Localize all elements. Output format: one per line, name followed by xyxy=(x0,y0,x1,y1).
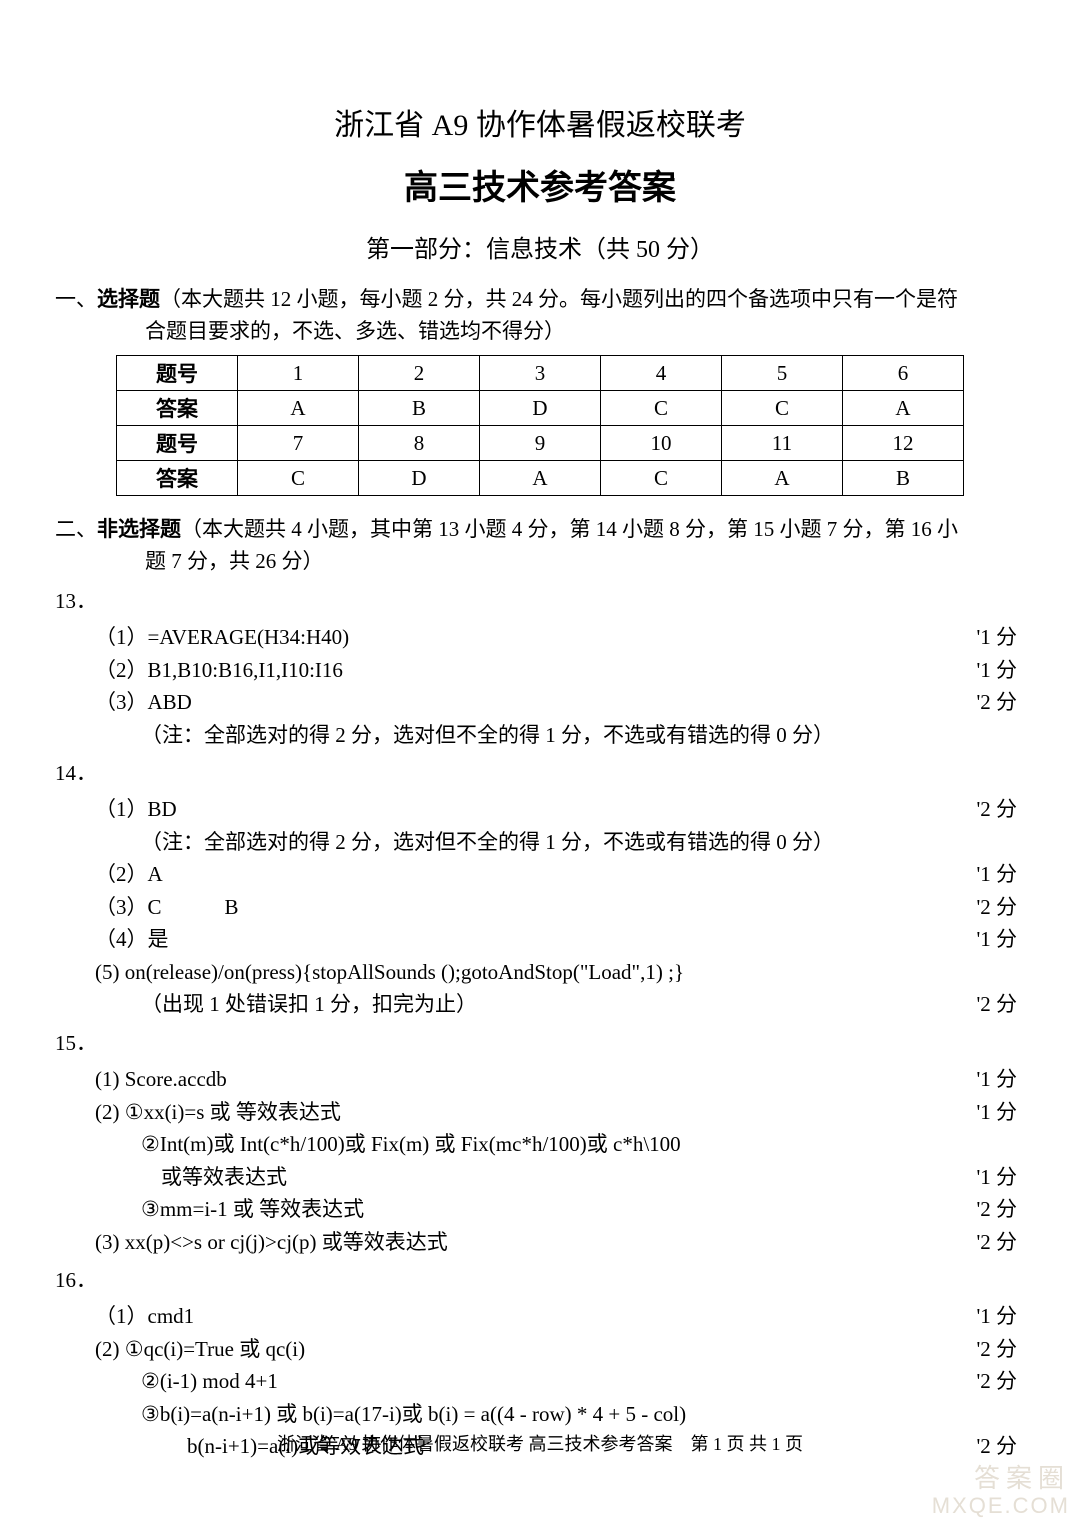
table-row: 答案 A B D C C A xyxy=(117,391,964,426)
row-label: 答案 xyxy=(117,391,238,426)
row-label: 题号 xyxy=(117,356,238,391)
row-label: 答案 xyxy=(117,461,238,496)
answer-text: （1）cmd1 xyxy=(95,1300,976,1333)
inst-prefix: 二、 xyxy=(55,514,97,546)
answer-note: （出现 1 处错误扣 1 分，扣完为止） xyxy=(141,988,976,1021)
row-label: 题号 xyxy=(117,426,238,461)
answer-text: （1）=AVERAGE(H34:H40) xyxy=(95,621,976,654)
answer-text: （1）BD xyxy=(95,793,976,826)
answer-text: (2) ①xx(i)=s 或 等效表达式 xyxy=(95,1096,976,1129)
answer-score: '2 分 xyxy=(976,793,1025,826)
table-cell: D xyxy=(480,391,601,426)
table-row: 答案 C D A C A B xyxy=(117,461,964,496)
table-cell: 5 xyxy=(722,356,843,391)
table-cell: A xyxy=(480,461,601,496)
answer-text: （4）是 xyxy=(95,923,976,956)
table-cell: A xyxy=(843,391,964,426)
section-header: 第一部分：信息技术（共 50 分） xyxy=(55,229,1025,264)
table-cell: 7 xyxy=(238,426,359,461)
question-number: 15． xyxy=(55,1027,1025,1057)
answer-score: '2 分 xyxy=(976,1333,1025,1366)
answer-note: （注：全部选对的得 2 分，选对但不全的得 1 分，不选或有错选的得 0 分） xyxy=(141,826,1025,859)
answer-text: ②(i-1) mod 4+1 xyxy=(141,1365,976,1398)
inst-cont: 题 7 分，共 26 分） xyxy=(145,546,1025,578)
answer-text: 或等效表达式 xyxy=(161,1161,976,1194)
table-cell: 10 xyxy=(601,426,722,461)
question-number: 14． xyxy=(55,757,1025,787)
table-cell: C xyxy=(722,391,843,426)
instructions-1: 一、 选择题 （本大题共 12 小题，每小题 2 分，共 24 分。每小题列出的… xyxy=(55,284,1025,347)
answer-score: '1 分 xyxy=(976,1161,1025,1194)
watermark-top: 答案圈 xyxy=(932,1465,1070,1494)
inst-text: （本大题共 4 小题，其中第 13 小题 4 分，第 14 小题 8 分，第 1… xyxy=(181,514,1025,546)
inst-text: （本大题共 12 小题，每小题 2 分，共 24 分。每小题列出的四个备选项中只… xyxy=(160,284,1025,316)
answer-score: '2 分 xyxy=(976,1226,1025,1259)
answer-score: '2 分 xyxy=(976,988,1025,1021)
answer-table: 题号 1 2 3 4 5 6 答案 A B D C C A 题号 7 8 9 1… xyxy=(116,355,964,496)
answer-score: '1 分 xyxy=(976,1063,1025,1096)
table-cell: 12 xyxy=(843,426,964,461)
table-cell: B xyxy=(843,461,964,496)
watermark-bottom: MXQE.COM xyxy=(932,1494,1070,1518)
answer-score: '2 分 xyxy=(976,891,1025,924)
answer-text: (1) Score.accdb xyxy=(95,1063,976,1096)
table-cell: 3 xyxy=(480,356,601,391)
exam-title: 浙江省 A9 协作体暑假返校联考 xyxy=(55,100,1025,144)
table-cell: 4 xyxy=(601,356,722,391)
table-cell: D xyxy=(359,461,480,496)
answer-score: '1 分 xyxy=(976,923,1025,956)
answer-text: (5) on(release)/on(press){stopAllSounds … xyxy=(95,956,1025,989)
table-cell: 1 xyxy=(238,356,359,391)
answer-block: (1) Score.accdb '1 分 (2) ①xx(i)=s 或 等效表达… xyxy=(95,1063,1025,1258)
answer-score: '1 分 xyxy=(976,1300,1025,1333)
answer-block: （1）BD '2 分 （注：全部选对的得 2 分，选对但不全的得 1 分，不选或… xyxy=(95,793,1025,1021)
answer-score: '1 分 xyxy=(976,621,1025,654)
page-footer: 浙江省 A9 协作体暑假返校联考 高三技术参考答案 第 1 页 共 1 页 xyxy=(0,1430,1080,1456)
answer-text: (2) ①qc(i)=True 或 qc(i) xyxy=(95,1333,976,1366)
table-cell: A xyxy=(238,391,359,426)
table-cell: B xyxy=(359,391,480,426)
answer-score: '1 分 xyxy=(976,1096,1025,1129)
table-cell: 9 xyxy=(480,426,601,461)
answer-score: '2 分 xyxy=(976,686,1025,719)
answer-text: （2）B1,B10:B16,I1,I10:I16 xyxy=(95,654,976,687)
answer-score: '1 分 xyxy=(976,654,1025,687)
question-number: 13． xyxy=(55,585,1025,615)
inst-cont: 合题目要求的，不选、多选、错选均不得分） xyxy=(145,316,1025,348)
inst-prefix: 一、 xyxy=(55,284,97,316)
answer-text: （3）C B xyxy=(95,891,976,924)
table-cell: 2 xyxy=(359,356,480,391)
table-cell: 11 xyxy=(722,426,843,461)
table-cell: C xyxy=(238,461,359,496)
table-row: 题号 7 8 9 10 11 12 xyxy=(117,426,964,461)
answer-text: （2）A xyxy=(95,858,976,891)
inst-label: 选择题 xyxy=(97,284,160,316)
answer-text: ③b(i)=a(n-i+1) 或 b(i)=a(17-i)或 b(i) = a(… xyxy=(141,1398,1025,1431)
answer-text: (3) xx(p)<>s or cj(j)>cj(p) 或等效表达式 xyxy=(95,1226,976,1259)
inst-label: 非选择题 xyxy=(97,514,181,546)
table-cell: A xyxy=(722,461,843,496)
answer-score: '2 分 xyxy=(976,1193,1025,1226)
table-cell: 8 xyxy=(359,426,480,461)
watermark: 答案圈 MXQE.COM xyxy=(932,1465,1070,1518)
answer-text: ③mm=i-1 或 等效表达式 xyxy=(141,1193,976,1226)
answer-score: '2 分 xyxy=(976,1365,1025,1398)
answer-score: '1 分 xyxy=(976,858,1025,891)
answer-text: （3）ABD xyxy=(95,686,976,719)
exam-subtitle: 高三技术参考答案 xyxy=(55,160,1025,209)
answer-note: （注：全部选对的得 2 分，选对但不全的得 1 分，不选或有错选的得 0 分） xyxy=(141,719,1025,752)
table-cell: C xyxy=(601,461,722,496)
answer-text: ②Int(m)或 Int(c*h/100)或 Fix(m) 或 Fix(mc*h… xyxy=(141,1128,1025,1161)
table-cell: C xyxy=(601,391,722,426)
question-number: 16． xyxy=(55,1264,1025,1294)
instructions-2: 二、 非选择题 （本大题共 4 小题，其中第 13 小题 4 分，第 14 小题… xyxy=(55,514,1025,577)
answer-block: （1）=AVERAGE(H34:H40) '1 分 （2）B1,B10:B16,… xyxy=(95,621,1025,751)
table-cell: 6 xyxy=(843,356,964,391)
table-row: 题号 1 2 3 4 5 6 xyxy=(117,356,964,391)
